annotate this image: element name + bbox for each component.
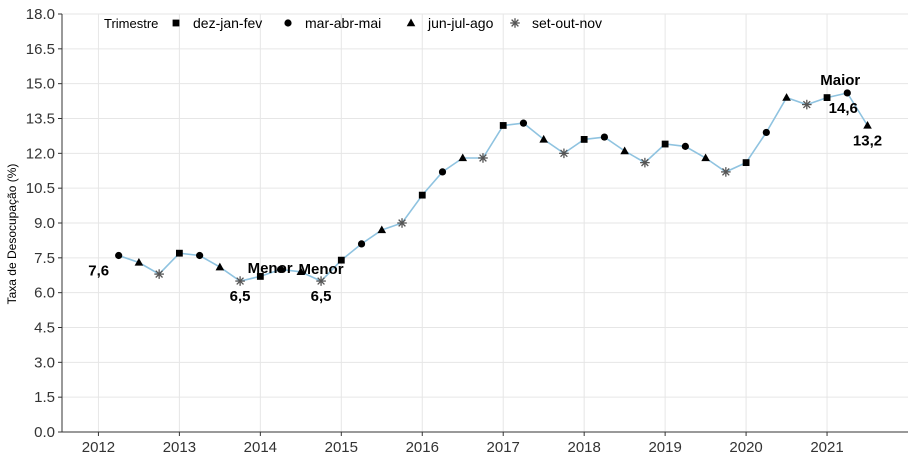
- y-tick-label: 12.0: [26, 145, 55, 162]
- annotations: 7,6 Menor 6,5 Menor 6,5 Maior 14,6 13,2: [88, 72, 882, 305]
- x-tick-label: 2019: [648, 439, 681, 456]
- data-point: [802, 99, 812, 110]
- data-label: 6,5: [230, 288, 251, 305]
- x-tick-label: 2017: [487, 439, 520, 456]
- data-point: [762, 128, 770, 137]
- data-point: [256, 273, 264, 280]
- legend-marker: [284, 19, 292, 27]
- data-point: [134, 257, 144, 266]
- y-tick-label: 10.5: [26, 180, 55, 197]
- x-tick-label: 2013: [163, 439, 196, 456]
- data-point: [196, 251, 204, 260]
- legend-marker: [172, 19, 180, 27]
- x-tick-label: 2021: [810, 439, 843, 456]
- legend: Trimestre dez-jan-fev mar-abr-mai jun-jul-a…: [104, 15, 602, 31]
- x-tick-label: 2015: [325, 439, 358, 456]
- data-point: [175, 249, 183, 257]
- data-point: [539, 134, 548, 143]
- legend-title: Trimestre: [104, 16, 158, 31]
- x-tick-label: 2020: [729, 439, 762, 456]
- data-point: [115, 251, 123, 260]
- series-markers: [115, 89, 872, 286]
- data-label: 7,6: [88, 263, 109, 280]
- data-point: [499, 122, 507, 129]
- data-point: [316, 276, 326, 286]
- data-point: [782, 93, 791, 101]
- legend-entry-label: jun-jul-ago: [427, 15, 494, 31]
- data-point: [357, 240, 366, 248]
- data-point: [397, 218, 407, 228]
- data-point: [580, 136, 588, 143]
- axes: 0.0 1.5 3.0 4.5 6.0 7.5 9.0 10.5 12.0 13.5 15.0 16.…: [26, 6, 908, 456]
- data-label: Menor: [299, 261, 344, 278]
- data-point: [235, 276, 245, 286]
- data-label: Maior: [820, 72, 860, 89]
- data-point: [661, 140, 669, 148]
- data-point: [337, 256, 345, 264]
- data-point: [843, 89, 851, 97]
- y-tick-label: 13.5: [26, 111, 55, 128]
- data-label: 6,5: [311, 288, 332, 305]
- data-point: [215, 262, 225, 271]
- data-point: [154, 269, 164, 279]
- data-point: [559, 148, 569, 159]
- data-point: [519, 119, 528, 127]
- legend-marker: [406, 18, 416, 27]
- data-label: 14,6: [829, 100, 858, 117]
- x-tick-label: 2016: [406, 439, 439, 456]
- y-tick-label: 18.0: [26, 6, 55, 23]
- legend-entry-label: dez-jan-fev: [193, 15, 262, 31]
- data-point: [863, 120, 872, 129]
- legend-entry-label: set-out-nov: [532, 15, 602, 31]
- data-point: [296, 267, 306, 275]
- data-point: [701, 153, 710, 162]
- data-point: [458, 153, 468, 162]
- x-tick-label: 2014: [244, 439, 277, 456]
- data-point: [742, 159, 750, 167]
- legend-marker: [510, 18, 520, 28]
- y-tick-label: 3.0: [34, 354, 55, 371]
- y-tick-label: 1.5: [34, 389, 55, 406]
- y-tick-label: 9.0: [34, 215, 55, 232]
- data-point: [377, 225, 387, 234]
- y-tick-label: 16.5: [26, 41, 55, 58]
- y-axis-title: Taxa de Desocupação (%): [5, 164, 19, 305]
- y-tick-label: 15.0: [26, 76, 55, 93]
- data-point: [438, 168, 447, 176]
- data-point: [620, 146, 629, 155]
- data-point: [600, 133, 609, 141]
- data-point: [418, 191, 426, 199]
- y-tick-label: 6.0: [34, 285, 55, 302]
- data-point: [478, 153, 488, 163]
- y-tick-label: 7.5: [34, 250, 55, 267]
- data-point: [640, 157, 650, 168]
- y-tick-label: 0.0: [34, 424, 55, 441]
- data-point: [823, 94, 831, 101]
- data-label: 13,2: [853, 132, 882, 149]
- data-label: Menor: [248, 260, 293, 277]
- data-point: [681, 142, 689, 150]
- data-point: [276, 265, 285, 274]
- x-tick-label: 2012: [82, 439, 115, 456]
- y-tick-label: 4.5: [34, 320, 55, 337]
- x-tick-label: 2018: [567, 439, 600, 456]
- legend-entry-label: mar-abr-mai: [305, 15, 381, 31]
- data-point: [721, 167, 731, 177]
